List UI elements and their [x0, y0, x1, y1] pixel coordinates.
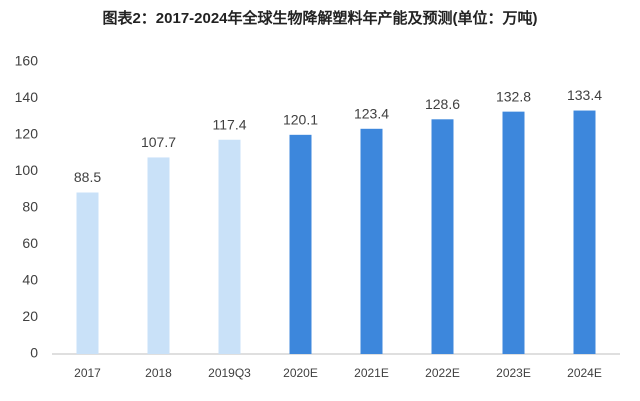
chart-title: 图表2：2017-2024年全球生物降解塑料年产能及预测(单位：万吨) — [102, 9, 537, 27]
bar — [218, 139, 241, 354]
value-label: 107.7 — [141, 134, 176, 150]
x-tick-label: 2022E — [425, 366, 460, 380]
bar — [502, 111, 525, 354]
y-tick-label: 120 — [15, 126, 39, 142]
value-label: 133.4 — [567, 87, 602, 103]
x-tick-label: 2018 — [145, 366, 172, 380]
value-label: 88.5 — [74, 169, 101, 185]
y-tick-label: 20 — [22, 308, 38, 324]
x-tick-label: 2024E — [567, 366, 602, 380]
value-label: 123.4 — [354, 105, 389, 121]
value-label: 117.4 — [213, 116, 247, 132]
x-tick-label: 2017 — [74, 366, 101, 380]
x-tick-label: 2020E — [283, 366, 318, 380]
bar — [289, 134, 312, 354]
y-tick-label: 60 — [22, 235, 38, 251]
bar — [360, 128, 383, 354]
y-tick-label: 0 — [30, 345, 38, 361]
x-tick-label: 2021E — [354, 366, 389, 380]
y-tick-label: 100 — [15, 162, 39, 178]
x-tick-label: 2023E — [496, 366, 531, 380]
y-tick-label: 40 — [22, 272, 38, 288]
value-label: 120.1 — [283, 112, 318, 128]
value-label: 128.6 — [425, 96, 460, 112]
y-tick-label: 160 — [15, 53, 39, 69]
y-tick-label: 80 — [22, 199, 38, 215]
x-tick-label: 2019Q3 — [208, 366, 251, 380]
bar — [573, 110, 596, 354]
bar — [431, 119, 454, 355]
bar — [147, 157, 170, 354]
y-tick-label: 140 — [15, 89, 39, 105]
bar — [76, 192, 99, 354]
value-label: 132.8 — [496, 88, 531, 104]
